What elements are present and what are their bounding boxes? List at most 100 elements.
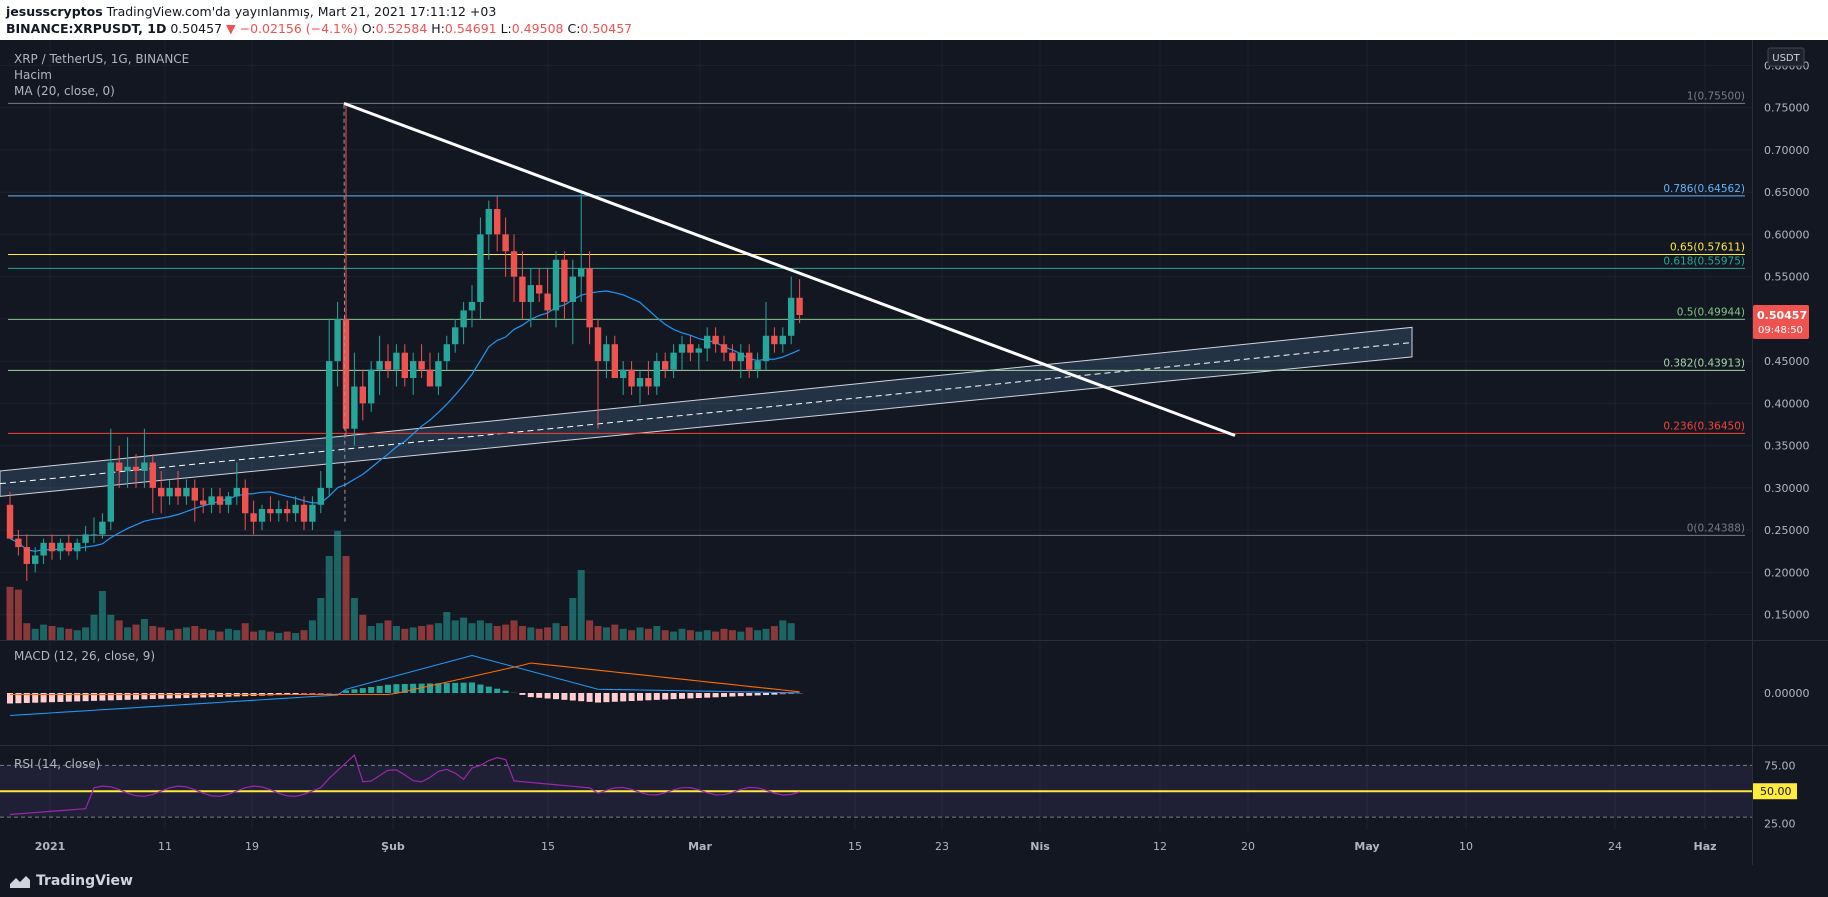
x-tick-label: 15 xyxy=(848,840,862,853)
candle-body xyxy=(594,327,602,362)
macd-histogram-bar xyxy=(99,693,106,701)
macd-histogram-bar xyxy=(427,683,433,693)
macd-histogram-bar xyxy=(779,693,786,695)
rsi-50-badge xyxy=(1753,783,1797,800)
candle-body xyxy=(720,344,728,353)
y-tick-label: 0.35000 xyxy=(1764,440,1810,453)
macd-histogram-bar xyxy=(393,684,400,693)
candle-body xyxy=(426,369,434,387)
candle-body xyxy=(191,487,198,501)
macd-histogram-bar xyxy=(158,693,165,699)
candle-body xyxy=(552,259,560,311)
change-value: −0.02156 (−4.1%) xyxy=(239,21,358,36)
y-tick-label: 0.15000 xyxy=(1764,609,1810,622)
author-name[interactable]: jesusscryptos xyxy=(6,4,103,19)
macd-histogram-bar xyxy=(662,693,669,700)
macd-histogram-bar xyxy=(359,688,366,693)
open-value: 0.52584 xyxy=(375,21,428,36)
x-tick-label: 15 xyxy=(541,840,555,853)
macd-histogram-bar xyxy=(116,693,123,701)
volume-bar xyxy=(258,630,266,640)
tradingview-brand[interactable]: TradingView xyxy=(10,873,133,889)
y-tick-label: 0.40000 xyxy=(1764,397,1810,410)
candle-body xyxy=(334,318,341,362)
macd-histogram-bar xyxy=(435,683,442,693)
candle-body xyxy=(452,327,459,345)
candle-body xyxy=(99,521,106,535)
candle-body xyxy=(796,297,803,316)
macd-histogram-bar xyxy=(410,683,417,693)
last-price-badge xyxy=(1753,305,1809,340)
volume-bar xyxy=(644,628,652,640)
volume-bar xyxy=(401,628,409,640)
rsi-legend: RSI (14, close) xyxy=(14,757,101,771)
candle-body xyxy=(687,344,694,353)
volume-bar xyxy=(107,614,115,640)
volume-bar xyxy=(661,630,669,640)
volume-bar xyxy=(182,627,190,640)
macd-histogram-bar xyxy=(309,693,316,695)
candle-body xyxy=(15,538,22,548)
candle-body xyxy=(628,369,635,387)
candle-body xyxy=(737,352,744,362)
volume-bar xyxy=(157,627,165,640)
macd-histogram-bar xyxy=(494,688,501,693)
high-value: 0.54691 xyxy=(444,21,497,36)
macd-histogram-bar xyxy=(544,693,551,699)
macd-histogram-bar xyxy=(763,693,769,696)
unit-badge xyxy=(1767,47,1805,67)
volume-bar xyxy=(14,589,22,640)
ma20-line xyxy=(9,290,800,552)
macd-histogram-bar xyxy=(553,693,559,700)
candle-body xyxy=(48,542,56,552)
fib-level-label: 0(0.24388) xyxy=(1687,522,1745,534)
volume-bar xyxy=(602,627,610,640)
volume-bar xyxy=(737,631,745,640)
macd-histogram-bar xyxy=(721,693,727,697)
macd-histogram-bar xyxy=(628,693,635,702)
macd-histogram-bar xyxy=(133,693,139,700)
volume-bar xyxy=(191,626,199,640)
candle-body xyxy=(460,310,467,328)
last-price: 0.50457 xyxy=(170,21,223,36)
candle-body xyxy=(82,534,89,543)
candle-body xyxy=(23,547,30,564)
macd-histogram-bar xyxy=(586,693,593,702)
volume-bar xyxy=(485,623,493,640)
macd-histogram-bar xyxy=(477,684,484,693)
volume-bar xyxy=(350,598,358,640)
y-tick-label: 0.65000 xyxy=(1764,186,1810,199)
volume-bar xyxy=(65,628,73,640)
candle-body xyxy=(90,534,98,536)
y-tick-label: 0.60000 xyxy=(1764,228,1810,241)
volume-bar xyxy=(199,628,207,640)
y-tick-label: 0.20000 xyxy=(1764,566,1810,579)
chart-canvas[interactable]: 0.800000.750000.700000.650000.600000.550… xyxy=(0,40,1828,865)
volume-bar xyxy=(544,627,552,640)
macd-histogram-bar xyxy=(687,693,694,699)
volume-bar xyxy=(594,626,602,640)
volume-bar xyxy=(325,556,333,640)
volume-bar xyxy=(124,627,132,640)
volume-bar xyxy=(703,630,711,640)
fib-level-label: 1(0.75500) xyxy=(1687,90,1745,102)
volume-bar xyxy=(56,627,64,640)
candle-body xyxy=(300,504,308,522)
candle-body xyxy=(65,542,72,552)
candle-body xyxy=(208,496,215,505)
candle-body xyxy=(267,509,274,514)
candle-body xyxy=(326,361,333,488)
candle-body xyxy=(544,293,551,311)
macd-histogram-bar xyxy=(74,693,81,702)
volume-bar xyxy=(216,631,224,640)
candle-body xyxy=(384,361,392,370)
signal-line xyxy=(10,662,800,696)
volume-bar xyxy=(552,623,560,640)
macd-histogram-bar xyxy=(796,693,803,694)
macd-histogram-bar xyxy=(124,693,131,700)
volume-bar xyxy=(31,628,39,640)
volume-bar xyxy=(233,630,241,640)
volume-bar xyxy=(82,627,90,640)
x-tick-label: 24 xyxy=(1608,840,1622,853)
macd-histogram-bar xyxy=(32,693,39,703)
